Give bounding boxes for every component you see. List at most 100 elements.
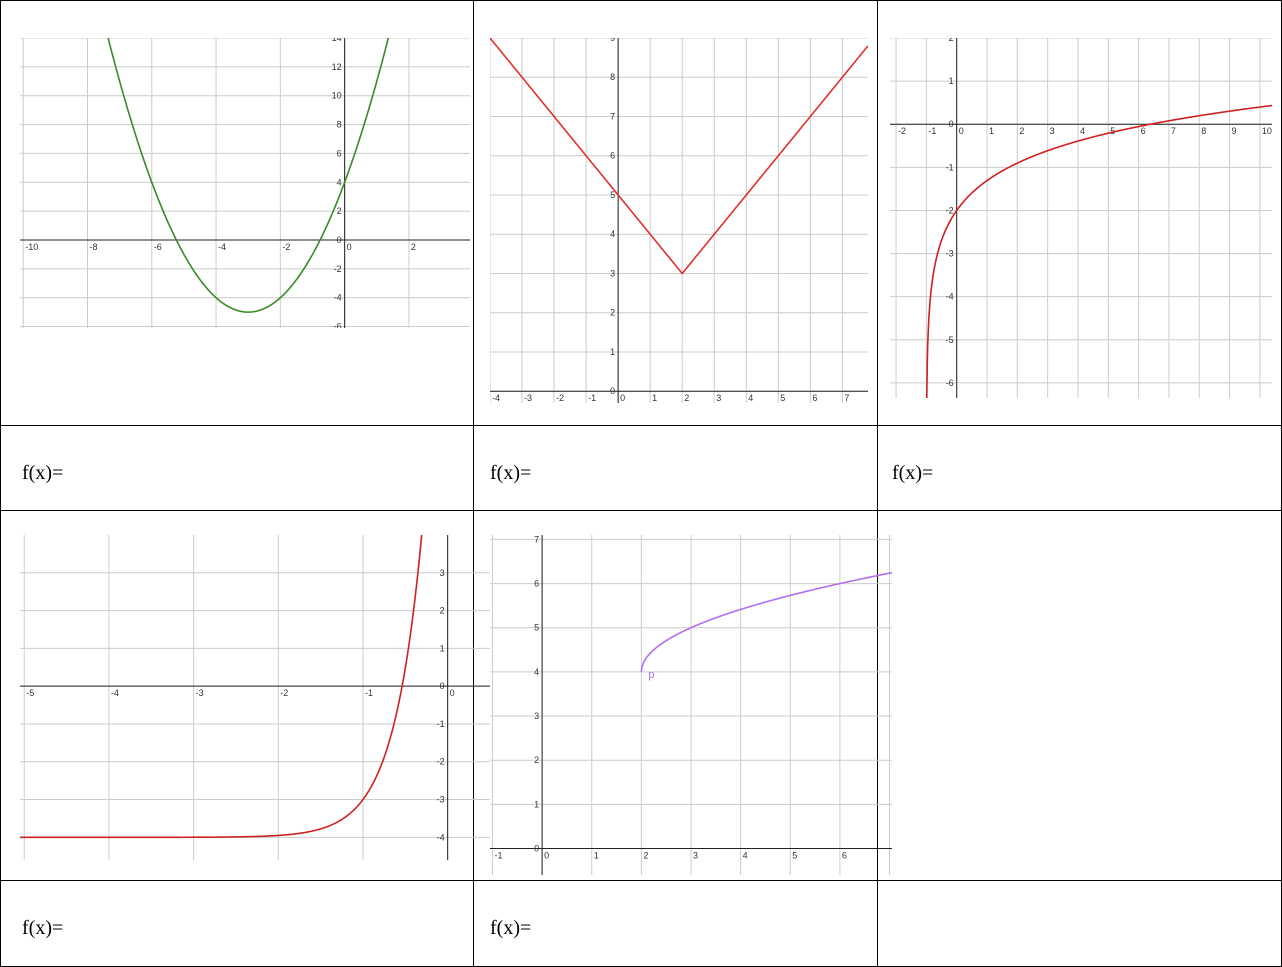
y-tick-label: 6 bbox=[337, 148, 342, 158]
y-tick-label: 1 bbox=[949, 76, 954, 86]
answer-label: f(x)= bbox=[490, 462, 532, 484]
curve bbox=[925, 104, 1272, 398]
answer-label: f(x)= bbox=[490, 917, 532, 939]
y-tick-label: 12 bbox=[332, 62, 342, 72]
y-tick-label: 2 bbox=[440, 606, 445, 616]
border bbox=[473, 0, 474, 967]
y-tick-label: 8 bbox=[337, 120, 342, 130]
y-tick-label: 3 bbox=[440, 568, 445, 578]
y-tick-label: 3 bbox=[534, 711, 539, 721]
x-tick-label: 6 bbox=[842, 851, 847, 861]
point-label: p bbox=[648, 669, 654, 681]
y-tick-label: -1 bbox=[437, 719, 445, 729]
y-tick-label: 4 bbox=[534, 667, 539, 677]
x-tick-label: 0 bbox=[347, 242, 352, 252]
y-tick-label: -3 bbox=[946, 249, 954, 259]
x-tick-label: 5 bbox=[1110, 126, 1115, 136]
x-tick-label: -2 bbox=[898, 126, 906, 136]
x-tick-label: 1 bbox=[594, 851, 599, 861]
border bbox=[0, 425, 1282, 426]
y-tick-label: -6 bbox=[334, 322, 342, 328]
x-tick-label: -5 bbox=[26, 688, 34, 698]
y-tick-label: 2 bbox=[949, 38, 954, 43]
x-tick-label: 0 bbox=[620, 393, 625, 403]
x-tick-label: 6 bbox=[812, 393, 817, 403]
x-tick-label: 2 bbox=[643, 851, 648, 861]
x-tick-label: 4 bbox=[743, 851, 748, 861]
x-tick-label: 1 bbox=[989, 126, 994, 136]
answer-label: f(x)= bbox=[22, 917, 64, 939]
y-tick-label: 2 bbox=[610, 308, 615, 318]
y-tick-label: 4 bbox=[610, 229, 615, 239]
x-tick-label: 8 bbox=[1201, 126, 1206, 136]
x-tick-label: -1 bbox=[588, 393, 596, 403]
y-tick-label: -2 bbox=[334, 264, 342, 274]
y-tick-label: -4 bbox=[437, 832, 445, 842]
y-tick-label: 1 bbox=[610, 347, 615, 357]
x-tick-label: -2 bbox=[280, 688, 288, 698]
border bbox=[0, 0, 1, 967]
x-tick-label: -2 bbox=[556, 393, 564, 403]
x-tick-label: 2 bbox=[1019, 126, 1024, 136]
x-tick-label: -4 bbox=[492, 393, 500, 403]
y-tick-label: 2 bbox=[337, 206, 342, 216]
x-tick-label: 7 bbox=[844, 393, 849, 403]
x-tick-label: -1 bbox=[365, 688, 373, 698]
x-tick-label: -10 bbox=[25, 242, 38, 252]
x-tick-label: -8 bbox=[90, 242, 98, 252]
curve bbox=[107, 38, 390, 313]
y-tick-label: -5 bbox=[946, 335, 954, 345]
border bbox=[877, 0, 878, 967]
x-tick-label: 0 bbox=[544, 851, 549, 861]
x-tick-label: 1 bbox=[652, 393, 657, 403]
x-tick-label: -4 bbox=[111, 688, 119, 698]
y-tick-label: 10 bbox=[332, 91, 342, 101]
x-tick-label: -4 bbox=[218, 242, 226, 252]
y-tick-label: 2 bbox=[534, 755, 539, 765]
y-tick-label: -6 bbox=[946, 378, 954, 388]
border bbox=[0, 510, 1282, 511]
x-tick-label: -3 bbox=[196, 688, 204, 698]
x-tick-label: 5 bbox=[792, 851, 797, 861]
x-tick-label: -1 bbox=[494, 851, 502, 861]
y-tick-label: 1 bbox=[440, 643, 445, 653]
answer-label: f(x)= bbox=[892, 462, 934, 484]
y-tick-label: 6 bbox=[534, 579, 539, 589]
x-tick-label: 3 bbox=[1050, 126, 1055, 136]
curve bbox=[20, 535, 423, 839]
x-tick-label: 0 bbox=[959, 126, 964, 136]
x-tick-label: -2 bbox=[282, 242, 290, 252]
x-tick-label: 10 bbox=[1262, 126, 1272, 136]
y-tick-label: -4 bbox=[334, 293, 342, 303]
x-tick-label: 7 bbox=[1171, 126, 1176, 136]
y-tick-label: 6 bbox=[610, 151, 615, 161]
y-tick-label: 1 bbox=[534, 799, 539, 809]
x-tick-label: -3 bbox=[524, 393, 532, 403]
y-tick-label: 8 bbox=[610, 72, 615, 82]
y-tick-label: -3 bbox=[437, 795, 445, 805]
answer-label: f(x)= bbox=[22, 462, 64, 484]
y-tick-label: -2 bbox=[946, 205, 954, 215]
x-tick-label: 3 bbox=[716, 393, 721, 403]
y-tick-label: 9 bbox=[610, 38, 615, 43]
x-tick-label: -1 bbox=[928, 126, 936, 136]
x-tick-label: 5 bbox=[780, 393, 785, 403]
x-tick-label: 6 bbox=[1141, 126, 1146, 136]
graph: -10123456701234567p bbox=[490, 535, 892, 875]
border bbox=[0, 0, 1282, 1]
x-tick-label: 2 bbox=[411, 242, 416, 252]
y-tick-label: -1 bbox=[946, 162, 954, 172]
x-tick-label: 4 bbox=[1080, 126, 1085, 136]
y-tick-label: 4 bbox=[337, 177, 342, 187]
y-tick-label: 3 bbox=[610, 268, 615, 278]
x-tick-label: 4 bbox=[748, 393, 753, 403]
y-tick-label: -2 bbox=[437, 757, 445, 767]
x-tick-label: 0 bbox=[450, 688, 455, 698]
y-tick-label: 14 bbox=[332, 38, 342, 43]
border bbox=[0, 880, 1282, 881]
